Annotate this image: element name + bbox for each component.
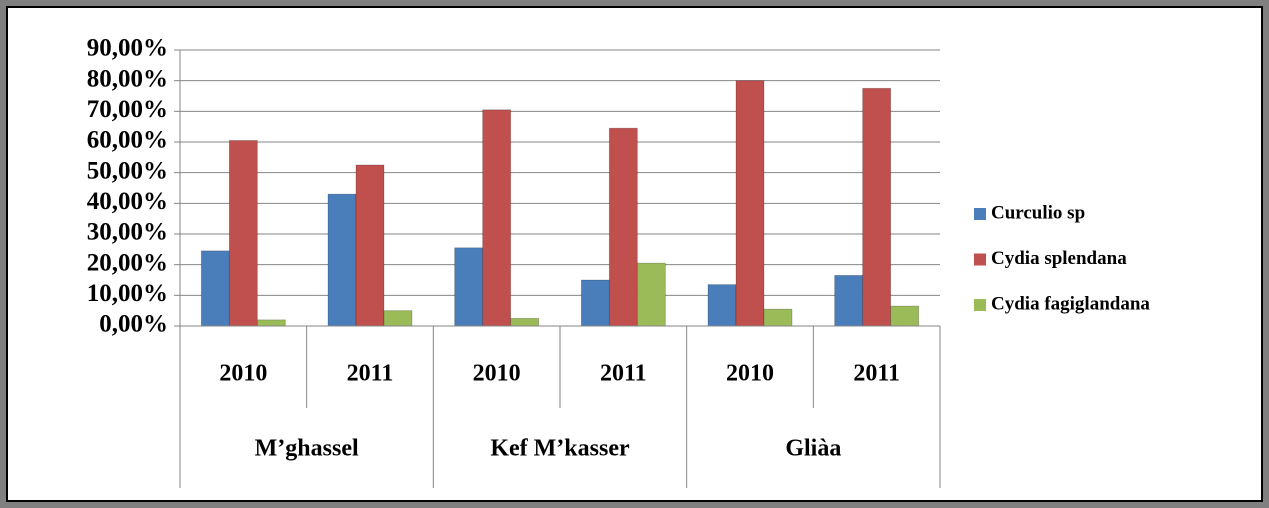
y-tick-label: 80,00% (87, 65, 168, 92)
bar (200, 250, 230, 327)
group-label: Gliàa (785, 436, 841, 462)
bar (256, 319, 286, 327)
bar (890, 305, 920, 327)
bar (482, 109, 512, 327)
y-tick-label: 70,00% (87, 96, 168, 123)
bar (580, 279, 610, 327)
bar (608, 127, 638, 327)
bar (383, 310, 413, 327)
legend-label: Cydia fagiglandana (991, 293, 1150, 314)
bar (735, 80, 765, 327)
bar (510, 317, 540, 327)
y-tick-label: 90,00% (87, 35, 168, 62)
x-tick-label: 2010 (726, 361, 774, 387)
bar (454, 247, 484, 327)
bar (834, 274, 864, 327)
bar (707, 284, 737, 327)
bar (636, 262, 666, 327)
x-tick-label: 2011 (853, 361, 900, 387)
y-tick-label: 20,00% (87, 249, 168, 276)
group-label: M’ghassel (255, 436, 359, 462)
y-tick-label: 60,00% (87, 127, 168, 154)
bar (327, 193, 357, 327)
bar (763, 308, 793, 327)
y-tick-label: 50,00% (87, 157, 168, 184)
legend-label: Cydia splendana (991, 248, 1127, 269)
y-tick-label: 30,00% (87, 219, 168, 246)
x-tick-label: 2010 (473, 361, 521, 387)
x-tick-label: 2010 (219, 361, 267, 387)
bar (862, 87, 892, 327)
legend-swatch (974, 253, 986, 266)
y-tick-label: 10,00% (87, 280, 168, 307)
legend-swatch (974, 208, 986, 220)
y-tick-label: 0,00% (99, 311, 168, 338)
legend-label: Curculio sp (991, 202, 1085, 223)
x-tick-label: 2011 (600, 361, 647, 387)
frame-inner (6, 6, 1263, 502)
x-tick-label: 2011 (347, 361, 394, 387)
bar (228, 140, 258, 327)
bar (355, 164, 385, 327)
y-tick-label: 40,00% (87, 188, 168, 215)
legend-swatch (974, 299, 986, 311)
group-label: Kef M’kasser (490, 436, 630, 462)
